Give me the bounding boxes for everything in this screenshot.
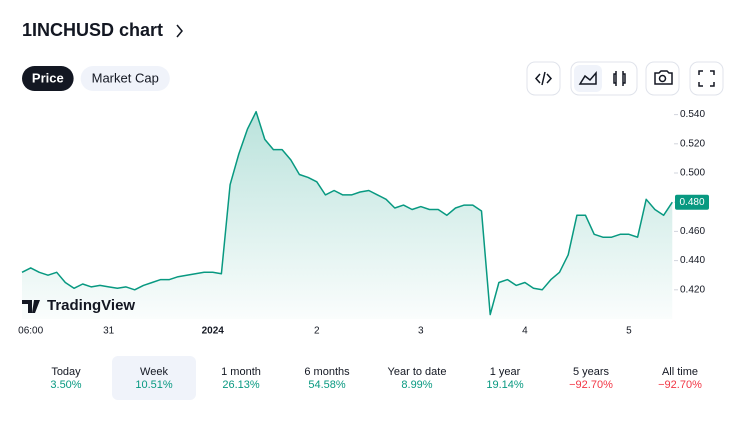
tab[interactable] [80, 66, 170, 91]
y-tick-label: 0.460 [680, 226, 705, 237]
tab[interactable] [22, 66, 74, 91]
x-tick-label: 4 [522, 326, 528, 337]
period-button[interactable] [24, 356, 108, 400]
y-tick-label: 0.420 [680, 284, 705, 295]
period-button[interactable] [112, 356, 196, 400]
period-label: 1 year [490, 366, 521, 378]
area-fill [22, 111, 673, 319]
period-change: 19.14% [486, 379, 524, 391]
current-price-badge [675, 194, 709, 210]
y-tick-label: 0.440 [680, 255, 705, 266]
period-change: 10.51% [135, 379, 173, 391]
embed-icon [534, 71, 553, 86]
period-button[interactable] [199, 356, 283, 400]
period-label: Today [51, 366, 81, 378]
period-change: −92.70% [658, 379, 702, 391]
snapshot-button[interactable] [645, 61, 680, 96]
current-price-label: 0.480 [679, 197, 704, 208]
brand-name: TradingView [47, 297, 135, 314]
period-button[interactable] [285, 356, 369, 400]
x-tick-label: 3 [418, 326, 424, 337]
tab-label: Price [32, 70, 64, 85]
x-tick-label: 2024 [202, 326, 225, 337]
period-button[interactable] [375, 356, 459, 400]
x-tick-label: 5 [626, 326, 632, 337]
x-tick-label: 31 [103, 326, 115, 337]
y-tick-label: 0.520 [680, 138, 705, 149]
period-button[interactable] [638, 356, 722, 400]
x-tick-label: 06:00 [18, 326, 43, 337]
period-label: 1 month [221, 366, 261, 378]
camera-lens [658, 74, 667, 83]
period-change: −92.70% [569, 379, 613, 391]
period-label: 5 years [573, 366, 610, 378]
x-tick-label: 2 [314, 326, 320, 337]
period-label: All time [662, 366, 698, 378]
period-label: Week [140, 366, 168, 378]
area-icon [578, 70, 597, 85]
chevron[interactable] [176, 24, 183, 38]
brand-logo [22, 300, 40, 313]
fullscreen-button[interactable] [689, 61, 724, 96]
period-change: 54.58% [308, 379, 346, 391]
tab-label: Market Cap [92, 70, 159, 85]
period-change: 3.50% [50, 379, 81, 391]
period-label: Year to date [388, 366, 447, 378]
y-tick-label: 0.500 [680, 168, 705, 179]
period-change: 8.99% [401, 379, 432, 391]
price-line [21, 110, 673, 316]
period-button[interactable] [463, 356, 547, 400]
camera-icon [654, 70, 673, 85]
period-change: 26.13% [222, 379, 260, 391]
y-tick-label: 0.540 [680, 109, 705, 120]
candle-icon[interactable] [613, 71, 626, 86]
title: 1INCHUSD chart [22, 20, 163, 40]
fullscreen-icon [698, 70, 715, 87]
period-label: 6 months [304, 366, 350, 378]
period-button[interactable] [549, 356, 633, 400]
